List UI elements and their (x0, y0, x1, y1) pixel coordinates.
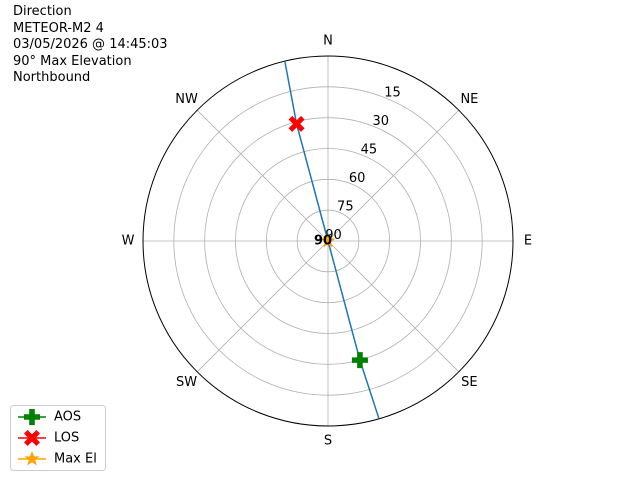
outer-frame (142, 55, 514, 427)
angle-label: S (324, 434, 332, 449)
angle-label: E (524, 234, 532, 249)
angle-label: NW (175, 92, 198, 107)
r-tick-label: 30 (372, 114, 389, 129)
info-line: 03/05/2026 @ 14:45:03 (13, 37, 168, 52)
r-tick-label: 60 (349, 171, 366, 186)
marker (320, 233, 336, 248)
angle-label: SW (176, 375, 197, 390)
legend-marker (24, 451, 40, 466)
value-label: 90 (314, 234, 332, 249)
angle-label: NE (460, 92, 478, 107)
angle-label: SE (461, 375, 477, 390)
legend-marker (24, 409, 40, 425)
angle-label: N (323, 34, 333, 49)
legend-label: LOS (54, 431, 79, 446)
grid-spoke (196, 240, 329, 373)
angle-label: W (122, 234, 135, 249)
legend-label: AOS (54, 410, 81, 425)
info-line: 90° Max Elevation (13, 53, 132, 69)
info-line: Direction (13, 4, 72, 19)
info-block: Direction METEOR-M2 4 03/05/2026 @ 14:45:0… (13, 4, 168, 87)
grid-spoke (196, 109, 329, 242)
marker (288, 115, 305, 132)
grid-spoke (327, 240, 460, 373)
legend-marker (24, 430, 40, 446)
marker (351, 352, 368, 369)
r-tick-label: 15 (384, 85, 401, 100)
grid-spoke (327, 109, 460, 242)
info-line: METEOR-M2 4 (13, 20, 104, 36)
r-tick-label: 75 (337, 199, 354, 214)
r-tick-label: 45 (361, 142, 378, 157)
info-line: Northbound (13, 70, 91, 85)
legend-label: Max El (54, 452, 97, 467)
